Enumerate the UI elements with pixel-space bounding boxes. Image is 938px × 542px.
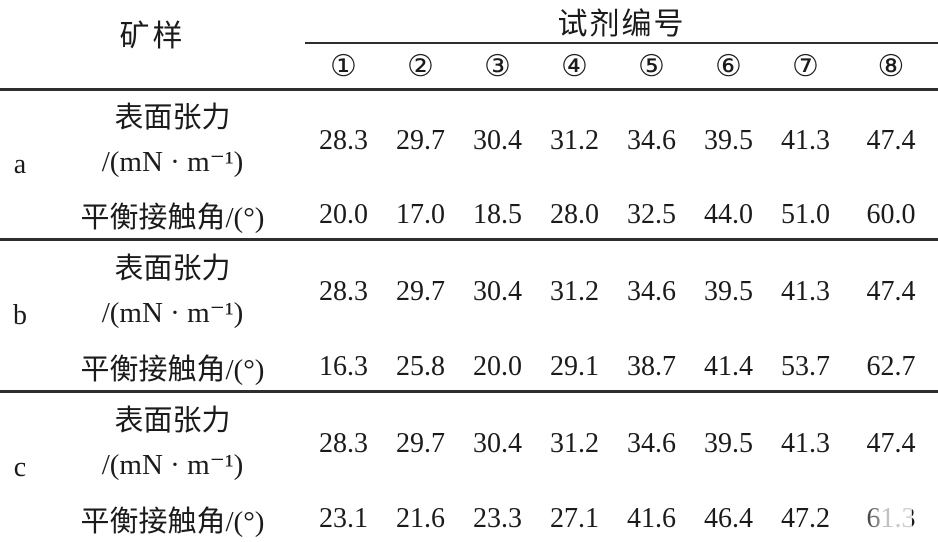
sample-label: c bbox=[13, 451, 27, 483]
surface-tension-value: 41.3 bbox=[781, 428, 830, 459]
contact-angle-row-label: 平衡接触角/(°) bbox=[80, 201, 265, 234]
contact-angle-value: 41.4 bbox=[704, 350, 753, 382]
surface-tension-value: 30.4 bbox=[473, 125, 522, 156]
surface-tension-value: 47.4 bbox=[866, 125, 916, 156]
surface-tension-value: 41.3 bbox=[781, 125, 830, 156]
contact-angle-value: 61.3 bbox=[866, 502, 916, 534]
contact-angle-value: 16.3 bbox=[319, 350, 368, 382]
contact-angle-value: 21.6 bbox=[396, 502, 445, 534]
reagent-id-5: ⑤ bbox=[638, 49, 665, 83]
section-sample-a: a 表面张力 /(mN · m⁻¹) 28.3 29.7 30.4 31.2 3… bbox=[0, 88, 938, 238]
surface-tension-name: 表面张力 bbox=[114, 252, 231, 285]
reagent-id-3: ③ bbox=[484, 49, 511, 83]
surface-tension-value: 39.5 bbox=[704, 428, 753, 459]
contact-angle-value: 23.3 bbox=[473, 502, 522, 534]
reagent-group-header: 试剂编号 bbox=[305, 0, 938, 44]
surface-tension-value: 34.6 bbox=[627, 428, 676, 459]
surface-tension-value: 34.6 bbox=[627, 276, 676, 307]
surface-tension-value: 41.3 bbox=[781, 276, 830, 307]
surface-tension-value: 31.2 bbox=[550, 276, 599, 307]
contact-angle-value: 51.0 bbox=[781, 198, 830, 230]
section-sample-c: c 表面张力 /(mN · m⁻¹) 28.3 29.7 30.4 31.2 3… bbox=[0, 390, 938, 542]
surface-tension-value: 28.3 bbox=[319, 125, 368, 156]
contact-angle-row-label: 平衡接触角/(°) bbox=[80, 505, 265, 538]
sample-column-header: 矿样 bbox=[119, 20, 186, 53]
surface-tension-value: 31.2 bbox=[550, 428, 599, 459]
surface-tension-value: 39.5 bbox=[704, 125, 753, 156]
contact-angle-value: 28.0 bbox=[550, 198, 599, 230]
surface-tension-row-label: 表面张力 /(mN · m⁻¹) bbox=[40, 91, 305, 191]
surface-tension-unit: /(mN · m⁻¹) bbox=[101, 146, 244, 179]
surface-tension-value: 34.6 bbox=[627, 125, 676, 156]
contact-angle-value: 29.1 bbox=[550, 350, 599, 382]
contact-angle-value: 44.0 bbox=[704, 198, 753, 230]
sample-label: a bbox=[13, 148, 27, 180]
surface-tension-value: 29.7 bbox=[396, 276, 445, 307]
contact-angle-value: 23.1 bbox=[319, 502, 368, 534]
surface-tension-value: 31.2 bbox=[550, 125, 599, 156]
surface-tension-value: 39.5 bbox=[704, 276, 753, 307]
contact-angle-value: 41.6 bbox=[627, 502, 676, 534]
surface-tension-value: 30.4 bbox=[473, 428, 522, 459]
contact-angle-value: 25.8 bbox=[396, 350, 445, 382]
contact-angle-value: 27.1 bbox=[550, 502, 599, 534]
surface-tension-value: 30.4 bbox=[473, 276, 522, 307]
surface-tension-value: 28.3 bbox=[319, 276, 368, 307]
table-header: 矿样 试剂编号 ① ② ③ ④ ⑤ ⑥ ⑦ ⑧ bbox=[0, 0, 938, 88]
contact-angle-value: 20.0 bbox=[473, 350, 522, 382]
surface-tension-name: 表面张力 bbox=[114, 102, 231, 135]
reagent-id-4: ④ bbox=[561, 49, 588, 83]
surface-tension-value: 47.4 bbox=[866, 276, 916, 307]
contact-angle-value: 38.7 bbox=[627, 350, 676, 382]
surface-tension-name: 表面张力 bbox=[114, 404, 231, 437]
reagent-id-8: ⑧ bbox=[877, 49, 905, 83]
surface-tension-value: 28.3 bbox=[319, 428, 368, 459]
contact-angle-value: 20.0 bbox=[319, 198, 368, 230]
reagent-id-7: ⑦ bbox=[792, 49, 819, 83]
surface-tension-value: 29.7 bbox=[396, 428, 445, 459]
contact-angle-value: 62.7 bbox=[866, 350, 916, 382]
sample-label: b bbox=[13, 299, 27, 331]
reagent-id-2: ② bbox=[407, 49, 434, 83]
contact-angle-value: 60.0 bbox=[866, 198, 916, 230]
contact-angle-value: 47.2 bbox=[781, 502, 830, 534]
contact-angle-value: 53.7 bbox=[781, 350, 830, 382]
section-sample-b: b 表面张力 /(mN · m⁻¹) 28.3 29.7 30.4 31.2 3… bbox=[0, 238, 938, 390]
reagent-id-6: ⑥ bbox=[715, 49, 742, 83]
contact-angle-value: 46.4 bbox=[704, 502, 753, 534]
contact-angle-value: 17.0 bbox=[396, 198, 445, 230]
surface-tension-unit: /(mN · m⁻¹) bbox=[101, 297, 244, 330]
surface-tension-row-label: 表面张力 /(mN · m⁻¹) bbox=[40, 393, 305, 495]
surface-tension-value: 47.4 bbox=[866, 428, 916, 459]
contact-angle-row-label: 平衡接触角/(°) bbox=[80, 353, 265, 386]
surface-tension-row-label: 表面张力 /(mN · m⁻¹) bbox=[40, 241, 305, 343]
surface-tension-unit: /(mN · m⁻¹) bbox=[101, 449, 244, 482]
contact-angle-value: 32.5 bbox=[627, 198, 676, 230]
reagent-id-1: ① bbox=[330, 49, 357, 83]
contact-angle-value: 18.5 bbox=[473, 198, 522, 230]
surface-tension-value: 29.7 bbox=[396, 125, 445, 156]
